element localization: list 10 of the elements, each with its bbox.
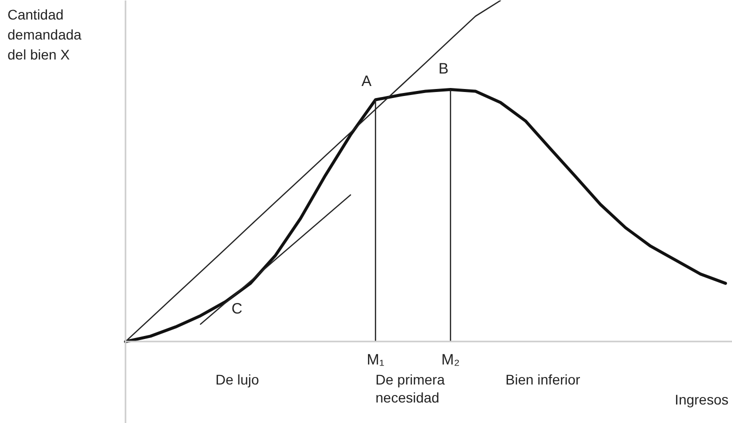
x-tick-label: M₂ [441, 352, 460, 369]
x-tick-label: M₁ [366, 352, 384, 369]
annotation: C [232, 300, 242, 318]
x-axis-title: Ingresos [674, 392, 729, 408]
annotation: B [438, 60, 449, 78]
text: Bien inferior [506, 372, 581, 388]
annotation: A [362, 72, 372, 90]
text: De primera necesidad [376, 372, 445, 406]
text: De lujo [216, 372, 260, 388]
y-axis-title: Cantidad demandada del bien X [8, 6, 82, 62]
